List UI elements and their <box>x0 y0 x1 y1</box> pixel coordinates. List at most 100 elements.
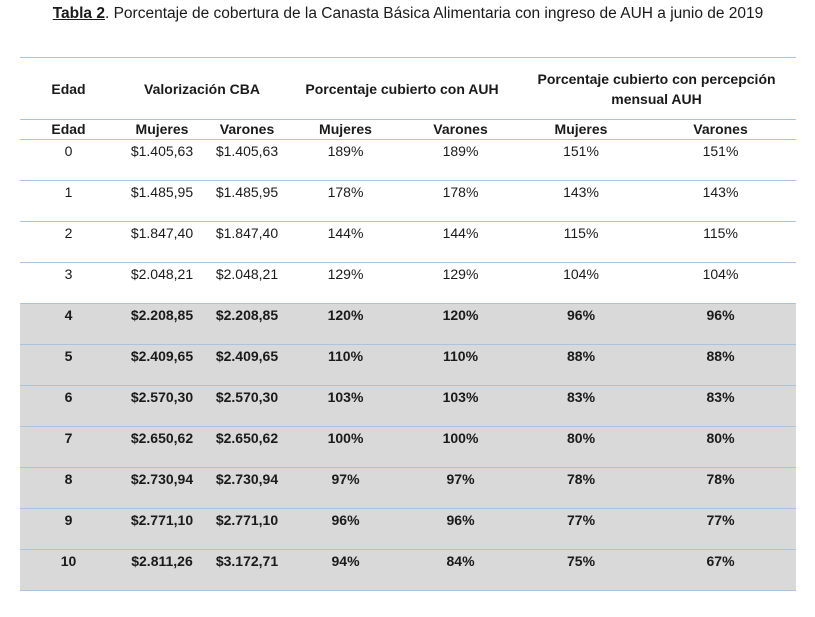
cell-cba-mujeres: $2.570,30 <box>117 385 207 427</box>
table-body: Edad Valorización CBA Porcentaje cubiert… <box>20 57 797 591</box>
subheader-cba-varones: Varones <box>207 119 288 140</box>
cba-coverage-table: Edad Valorización CBA Porcentaje cubiert… <box>20 57 797 591</box>
table-row: 0 $1.405,63 $1.405,63 189% 189% 151% 151% <box>20 139 797 181</box>
cell-edad: 0 <box>20 139 117 181</box>
cell-edad: 9 <box>20 508 117 550</box>
cell-auh-varones: 120% <box>404 303 518 345</box>
cell-cba-varones: $1.485,95 <box>207 180 288 222</box>
cell-cba-varones: $2.208,85 <box>207 303 288 345</box>
cell-cba-mujeres: $2.208,85 <box>117 303 207 345</box>
amount-text: $3.172,71 <box>215 553 279 569</box>
cell-auh-mujeres: 144% <box>287 221 405 263</box>
amount-text: $2.409,65 <box>215 348 279 364</box>
table-row: 1 $1.485,95 $1.485,95 178% 178% 143% 143% <box>20 180 797 222</box>
cell-percepcion-varones: 67% <box>645 549 797 591</box>
amount-text: $1.405,63 <box>130 143 194 159</box>
cell-cba-varones: $2.048,21 <box>207 262 288 304</box>
amount-text: $2.208,85 <box>130 307 194 323</box>
cell-cba-mujeres: $2.771,10 <box>117 508 207 550</box>
cell-auh-mujeres: 94% <box>287 549 405 591</box>
cell-edad: 3 <box>20 262 117 304</box>
cell-cba-mujeres: $2.811,26 <box>117 549 207 591</box>
amount-text: $2.048,21 <box>215 266 279 282</box>
cell-cba-mujeres: $1.405,63 <box>117 139 207 181</box>
cell-auh-mujeres: 103% <box>287 385 405 427</box>
cell-cba-varones: $1.847,40 <box>207 221 288 263</box>
amount-text: $2.048,21 <box>130 266 194 282</box>
cell-edad: 10 <box>20 549 117 591</box>
table-row: 6 $2.570,30 $2.570,30 103% 103% 83% 83% <box>20 385 797 427</box>
cell-percepcion-mujeres: 143% <box>517 180 646 222</box>
cell-cba-varones: $2.570,30 <box>207 385 288 427</box>
subheader-percepcion-mujeres: Mujeres <box>517 119 646 140</box>
cell-percepcion-mujeres: 151% <box>517 139 646 181</box>
cell-percepcion-mujeres: 75% <box>517 549 646 591</box>
cell-auh-mujeres: 97% <box>287 467 405 509</box>
table-row: 5 $2.409,65 $2.409,65 110% 110% 88% 88% <box>20 344 797 386</box>
cell-percepcion-mujeres: 77% <box>517 508 646 550</box>
cell-auh-varones: 178% <box>404 180 518 222</box>
table-caption: Tabla 2. Porcentaje de cobertura de la C… <box>20 2 796 25</box>
amount-text: $2.811,26 <box>131 553 193 569</box>
cell-auh-mujeres: 96% <box>287 508 405 550</box>
cell-auh-varones: 84% <box>404 549 518 591</box>
cell-auh-mujeres: 129% <box>287 262 405 304</box>
amount-text: $2.730,94 <box>215 471 279 487</box>
cell-cba-mujeres: $2.048,21 <box>117 262 207 304</box>
cell-auh-varones: 110% <box>404 344 518 386</box>
cell-percepcion-mujeres: 83% <box>517 385 646 427</box>
cell-auh-varones: 100% <box>404 426 518 468</box>
cell-edad: 8 <box>20 467 117 509</box>
cell-percepcion-mujeres: 104% <box>517 262 646 304</box>
subheader-cba-mujeres: Mujeres <box>117 119 207 140</box>
header-porcentaje-auh: Porcentaje cubierto con AUH <box>287 57 518 120</box>
cell-edad: 7 <box>20 426 117 468</box>
cell-cba-mujeres: $1.485,95 <box>117 180 207 222</box>
cell-percepcion-varones: 143% <box>645 180 797 222</box>
cell-percepcion-varones: 78% <box>645 467 797 509</box>
amount-text: $2.771,10 <box>130 512 194 528</box>
table-row: 4 $2.208,85 $2.208,85 120% 120% 96% 96% <box>20 303 797 345</box>
table-caption-text: . Porcentaje de cobertura de la Canasta … <box>104 5 764 22</box>
amount-text: $2.730,94 <box>130 471 194 487</box>
amount-text: $2.650,62 <box>130 430 194 446</box>
cell-cba-mujeres: $2.650,62 <box>117 426 207 468</box>
cell-auh-mujeres: 178% <box>287 180 405 222</box>
cell-percepcion-varones: 77% <box>645 508 797 550</box>
cell-percepcion-varones: 83% <box>645 385 797 427</box>
header-row: Edad Valorización CBA Porcentaje cubiert… <box>20 57 797 120</box>
cell-cba-varones: $2.650,62 <box>207 426 288 468</box>
cell-percepcion-mujeres: 96% <box>517 303 646 345</box>
cell-percepcion-varones: 104% <box>645 262 797 304</box>
cell-cba-mujeres: $1.847,40 <box>117 221 207 263</box>
cell-cba-varones: $2.730,94 <box>207 467 288 509</box>
cell-percepcion-varones: 115% <box>645 221 797 263</box>
cell-edad: 4 <box>20 303 117 345</box>
table-row: 7 $2.650,62 $2.650,62 100% 100% 80% 80% <box>20 426 797 468</box>
cell-percepcion-mujeres: 80% <box>517 426 646 468</box>
cell-auh-varones: 97% <box>404 467 518 509</box>
table-row: 2 $1.847,40 $1.847,40 144% 144% 115% 115% <box>20 221 797 263</box>
cell-auh-mujeres: 100% <box>287 426 405 468</box>
amount-text: $1.485,95 <box>215 184 279 200</box>
cell-edad: 6 <box>20 385 117 427</box>
cell-percepcion-varones: 96% <box>645 303 797 345</box>
amount-text: $2.771,10 <box>215 512 279 528</box>
amount-text: $2.570,30 <box>215 389 279 405</box>
table-row: 8 $2.730,94 $2.730,94 97% 97% 78% 78% <box>20 467 797 509</box>
cell-percepcion-mujeres: 88% <box>517 344 646 386</box>
cell-auh-varones: 189% <box>404 139 518 181</box>
header-edad: Edad <box>20 57 117 120</box>
amount-text: $1.847,40 <box>130 225 194 241</box>
cell-cba-varones: $2.409,65 <box>207 344 288 386</box>
cell-auh-mujeres: 120% <box>287 303 405 345</box>
amount-text: $2.409,65 <box>130 348 194 364</box>
amount-text: $2.650,62 <box>215 430 279 446</box>
subheader-row: Edad Mujeres Varones Mujeres Varones Muj… <box>20 119 797 140</box>
subheader-auh-mujeres: Mujeres <box>287 119 405 140</box>
subheader-percepcion-varones: Varones <box>645 119 797 140</box>
table-row: 9 $2.771,10 $2.771,10 96% 96% 77% 77% <box>20 508 797 550</box>
amount-text: $1.847,40 <box>215 225 279 241</box>
cell-auh-varones: 129% <box>404 262 518 304</box>
